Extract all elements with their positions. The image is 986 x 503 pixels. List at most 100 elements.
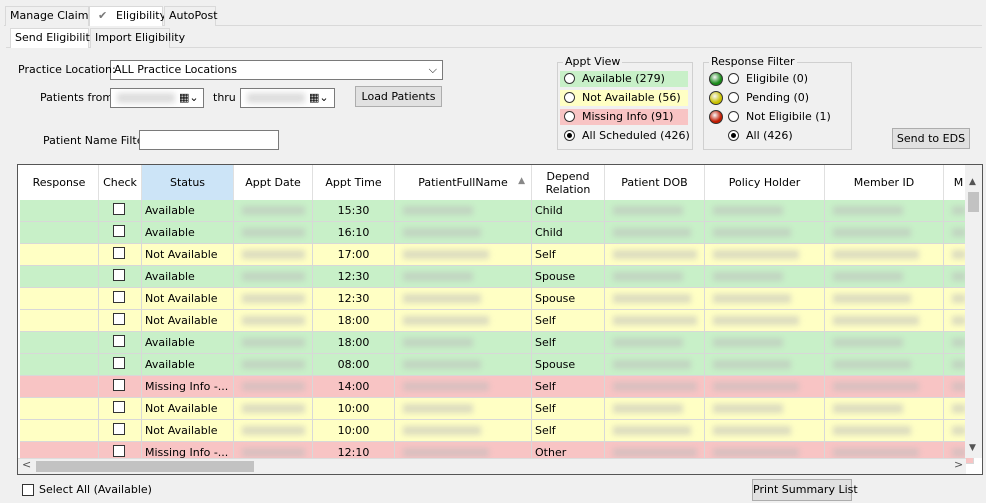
grid-cell [825, 200, 944, 222]
grid-cell [234, 288, 313, 310]
grid-cell: Spouse [532, 288, 605, 310]
subtab[interactable]: Import Eligibility [90, 28, 185, 48]
column-header[interactable]: Policy Holder [705, 165, 825, 200]
grid-cell [395, 288, 532, 310]
grid-cell [99, 420, 142, 442]
grid-cell [825, 266, 944, 288]
grid-cell [395, 200, 532, 222]
blurred-text [242, 206, 305, 215]
row-checkbox[interactable] [113, 335, 125, 347]
grid-cell [20, 244, 99, 266]
load-button[interactable]: Load Patients [355, 86, 442, 107]
dropdown-arrow: ⌵ [428, 63, 437, 76]
row-checkbox[interactable] [113, 379, 125, 391]
blurred-text [242, 360, 305, 369]
column-header[interactable]: Response [20, 165, 99, 200]
column-header[interactable]: Appt Date [234, 165, 313, 200]
grid-cell: Spouse [532, 354, 605, 376]
grid-cell [825, 332, 944, 354]
blurred-text [242, 448, 305, 457]
row-checkbox[interactable] [113, 225, 125, 237]
tab[interactable]: Manage Claims [5, 6, 94, 26]
blurred-text [613, 404, 683, 413]
row-checkbox[interactable] [113, 291, 125, 303]
row-checkbox[interactable] [113, 445, 125, 457]
date-thru[interactable]: ▦⌄ [240, 88, 335, 108]
blurred-text [713, 228, 791, 237]
radio[interactable] [728, 111, 739, 122]
grid-cell [20, 266, 99, 288]
row-checkbox[interactable] [113, 357, 125, 369]
column-header[interactable]: Depend Relation [532, 165, 605, 200]
blurred-text [403, 250, 489, 259]
radio[interactable] [728, 130, 739, 141]
row-checkbox[interactable] [113, 313, 125, 325]
blurred-text [952, 206, 966, 215]
grid-cell: 12:30 [313, 266, 395, 288]
name-input[interactable] [139, 130, 279, 150]
radio[interactable] [728, 92, 739, 103]
grid-cell [825, 310, 944, 332]
blurred-text [403, 272, 473, 281]
grid-cell [395, 266, 532, 288]
grid-cell [234, 244, 313, 266]
date-from[interactable]: ▦⌄ [110, 88, 204, 108]
radio[interactable] [564, 73, 575, 84]
blurred-text [833, 448, 919, 457]
blurred-text [713, 294, 791, 303]
row-checkbox[interactable] [113, 423, 125, 435]
column-header[interactable]: Check [99, 165, 142, 200]
blurred-text [613, 294, 691, 303]
radio[interactable] [728, 73, 739, 84]
column-header[interactable]: Patient DOB [605, 165, 705, 200]
blurred-text [713, 338, 783, 347]
radio[interactable] [564, 111, 575, 122]
row-checkbox[interactable] [113, 203, 125, 215]
radio[interactable] [564, 92, 575, 103]
row-checkbox[interactable] [113, 247, 125, 259]
tab[interactable]: AutoPost [164, 6, 218, 26]
send-button[interactable]: Send to EDS [892, 128, 970, 149]
grid-cell [605, 244, 705, 266]
blurred-text [713, 448, 799, 457]
radio[interactable] [564, 130, 575, 141]
h-scrollbar [18, 458, 966, 474]
select-all-checkbox[interactable] [22, 484, 34, 496]
grid-cell [605, 266, 705, 288]
blurred-text [952, 250, 966, 259]
blurred-text [833, 250, 919, 259]
grid-cell [605, 200, 705, 222]
grid-cell: Not Available [142, 398, 234, 420]
blurred-text [613, 316, 697, 325]
column-header[interactable]: Appt Time [313, 165, 395, 200]
blurred-text [242, 294, 305, 303]
blurred-text [613, 338, 683, 347]
row-checkbox[interactable] [113, 401, 125, 413]
blurred-text [713, 272, 783, 281]
column-header[interactable]: Status [142, 165, 234, 200]
grid-cell [20, 398, 99, 420]
blurred-text [833, 338, 903, 347]
scroll-right: > [954, 458, 964, 471]
practice-select[interactable]: ALL Practice Locations ⌵ [110, 60, 443, 80]
grid-cell [705, 222, 825, 244]
column-header[interactable]: Member ID [825, 165, 944, 200]
subtab[interactable]: Send Eligibility [10, 28, 96, 48]
grid-cell: Child [532, 222, 605, 244]
column-header[interactable]: PatientFullName ▲ [395, 165, 532, 200]
radio-label: Not Available (56) [582, 91, 681, 104]
grid-cell: Available [142, 354, 234, 376]
row-checkbox[interactable] [113, 269, 125, 281]
grid-cell [705, 200, 825, 222]
grid-cell [605, 222, 705, 244]
grid-cell [99, 222, 142, 244]
print-button[interactable]: Print Summary List [752, 479, 858, 501]
calendar-icon: ▦⌄ [179, 91, 199, 104]
blurred-text [952, 426, 966, 435]
blurred-text [713, 360, 791, 369]
tab[interactable]: Eligibility ✔ [89, 6, 166, 26]
grid-cell [395, 398, 532, 420]
grid-cell [234, 266, 313, 288]
blurred-text [952, 294, 966, 303]
grid-cell [705, 266, 825, 288]
